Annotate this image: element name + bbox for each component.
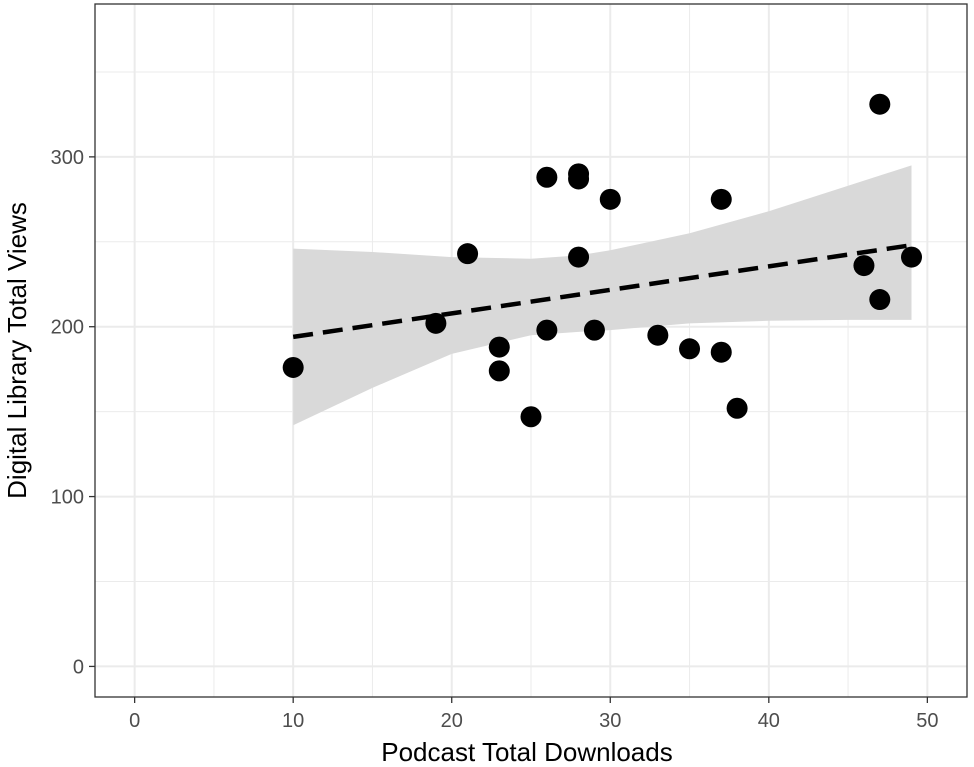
data-point [726, 397, 748, 419]
data-point [599, 188, 621, 210]
minor-gridlines [95, 4, 967, 697]
y-tick-label: 300 [51, 147, 84, 169]
y-tick-label: 0 [73, 656, 84, 678]
data-point [568, 168, 590, 190]
data-point [679, 338, 701, 360]
x-tick-label: 10 [282, 710, 304, 732]
trend-line [292, 242, 912, 340]
data-point [536, 319, 558, 341]
x-tick-label: 40 [758, 710, 780, 732]
y-axis-title: Digital Library Total Views [2, 202, 32, 499]
data-point [869, 289, 891, 311]
data-point [710, 341, 732, 363]
data-point [536, 166, 558, 188]
data-point [488, 360, 510, 382]
data-point [282, 356, 304, 378]
panel-border [94, 3, 968, 698]
data-point [568, 246, 590, 268]
data-point [488, 336, 510, 358]
x-tick-label: 30 [599, 710, 621, 732]
x-tick-label: 20 [441, 710, 463, 732]
data-point [869, 93, 891, 115]
y-axis-ticks: 0 100 200 300 [51, 147, 95, 678]
confidence-band [293, 165, 912, 426]
x-axis-ticks: 0 10 20 30 40 50 [129, 697, 938, 732]
y-tick-label: 100 [51, 487, 84, 509]
data-point [710, 188, 732, 210]
data-point [425, 312, 447, 334]
x-axis-title: Podcast Total Downloads [381, 737, 672, 767]
data-point [647, 324, 669, 346]
y-tick-label: 200 [51, 317, 84, 339]
data-points [282, 93, 923, 428]
data-point [457, 243, 479, 265]
data-point [853, 255, 875, 277]
x-tick-label: 50 [916, 710, 938, 732]
data-point [520, 406, 542, 428]
x-tick-label: 0 [129, 710, 140, 732]
data-point [583, 319, 605, 341]
data-point [901, 246, 923, 268]
